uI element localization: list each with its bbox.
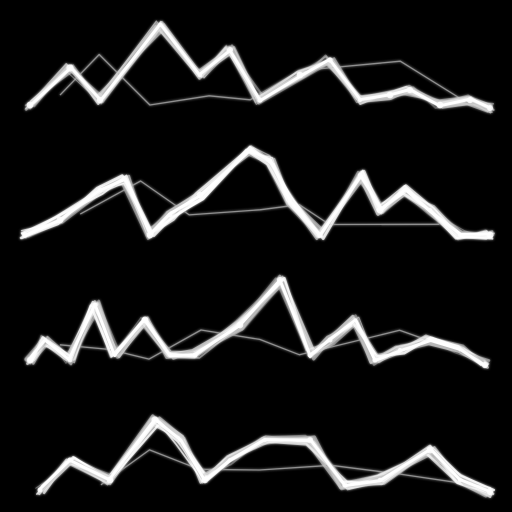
band-3-node-8 bbox=[192, 352, 198, 358]
band-3-node-6 bbox=[141, 316, 149, 324]
band-2-node-2 bbox=[56, 216, 64, 224]
band-4-node-6 bbox=[201, 476, 209, 484]
band-2-node-1 bbox=[22, 232, 28, 238]
band-1-node-8 bbox=[296, 71, 304, 79]
band-4-node-14 bbox=[486, 488, 494, 496]
band-2-node-13 bbox=[376, 206, 384, 214]
band-1-node-4 bbox=[158, 23, 162, 27]
band-2-node-12 bbox=[357, 172, 363, 178]
band-4-node-13 bbox=[457, 477, 463, 483]
band-3-node-3 bbox=[67, 357, 73, 363]
band-1-node-11 bbox=[386, 91, 394, 99]
band-3-node-14 bbox=[372, 357, 378, 363]
band-3-node-16 bbox=[427, 337, 433, 343]
band-3 bbox=[24, 274, 491, 369]
band-4 bbox=[35, 414, 496, 498]
band-1-node-3 bbox=[96, 96, 104, 104]
band-4-node-8 bbox=[262, 437, 268, 443]
band-1-node-5 bbox=[197, 72, 203, 78]
band-1-node-13 bbox=[436, 101, 444, 109]
band-4-node-12 bbox=[426, 446, 434, 454]
band-3-node-5 bbox=[113, 353, 117, 357]
band-2-node-5 bbox=[146, 231, 154, 239]
band-2-node-8 bbox=[247, 147, 253, 153]
band-4-node-1 bbox=[37, 487, 43, 493]
band-1-node-6 bbox=[226, 46, 234, 54]
band-3-node-15 bbox=[397, 347, 403, 353]
band-3-node-12 bbox=[327, 337, 333, 343]
band-4-node-3 bbox=[106, 476, 114, 484]
band-3-core-line bbox=[27, 278, 487, 368]
band-2-node-10 bbox=[287, 197, 293, 203]
band-2-node-9 bbox=[268, 158, 272, 162]
band-4-node-10 bbox=[342, 482, 348, 488]
band-1-node-2 bbox=[66, 64, 74, 72]
band-4-node-7 bbox=[228, 458, 232, 462]
band-3-node-11 bbox=[307, 352, 313, 358]
band-1-node-14 bbox=[466, 96, 474, 104]
band-3-node-1 bbox=[26, 356, 34, 364]
band-4-core-line bbox=[38, 417, 493, 494]
band-2-node-16 bbox=[458, 233, 462, 237]
band-3-node-2 bbox=[43, 338, 47, 342]
band-3-node-10 bbox=[276, 276, 284, 284]
band-1 bbox=[24, 20, 495, 114]
band-1-node-7 bbox=[257, 97, 263, 103]
band-1-node-9 bbox=[327, 57, 333, 63]
band-2-node-6 bbox=[167, 212, 173, 218]
band-2-node-15 bbox=[427, 207, 433, 213]
band-1-node-1 bbox=[26, 101, 34, 109]
band-2 bbox=[19, 145, 495, 241]
band-3-node-17 bbox=[458, 348, 462, 352]
band-2-node-3 bbox=[97, 187, 103, 193]
band-3-node-18 bbox=[481, 361, 489, 369]
band-3-node-7 bbox=[168, 353, 172, 357]
band-2-node-17 bbox=[486, 231, 494, 239]
band-1-thin-line bbox=[59, 53, 471, 106]
band-1-node-15 bbox=[486, 104, 494, 112]
band-2-node-11 bbox=[317, 232, 323, 238]
bands-group bbox=[19, 20, 496, 498]
band-4-node-11 bbox=[377, 477, 383, 483]
band-4-node-5 bbox=[178, 438, 182, 442]
band-3-node-4 bbox=[92, 302, 98, 308]
band-3-node-9 bbox=[236, 321, 244, 329]
band-4-node-4 bbox=[151, 416, 159, 424]
band-1-node-12 bbox=[406, 86, 414, 94]
band-3-node-13 bbox=[353, 318, 357, 322]
band-2-node-4 bbox=[123, 178, 127, 182]
band-4-node-2 bbox=[67, 457, 73, 463]
band-2-node-14 bbox=[403, 188, 407, 192]
band-4-node-9 bbox=[307, 437, 313, 443]
band-2-node-7 bbox=[196, 191, 204, 199]
band-1-node-10 bbox=[357, 97, 363, 103]
